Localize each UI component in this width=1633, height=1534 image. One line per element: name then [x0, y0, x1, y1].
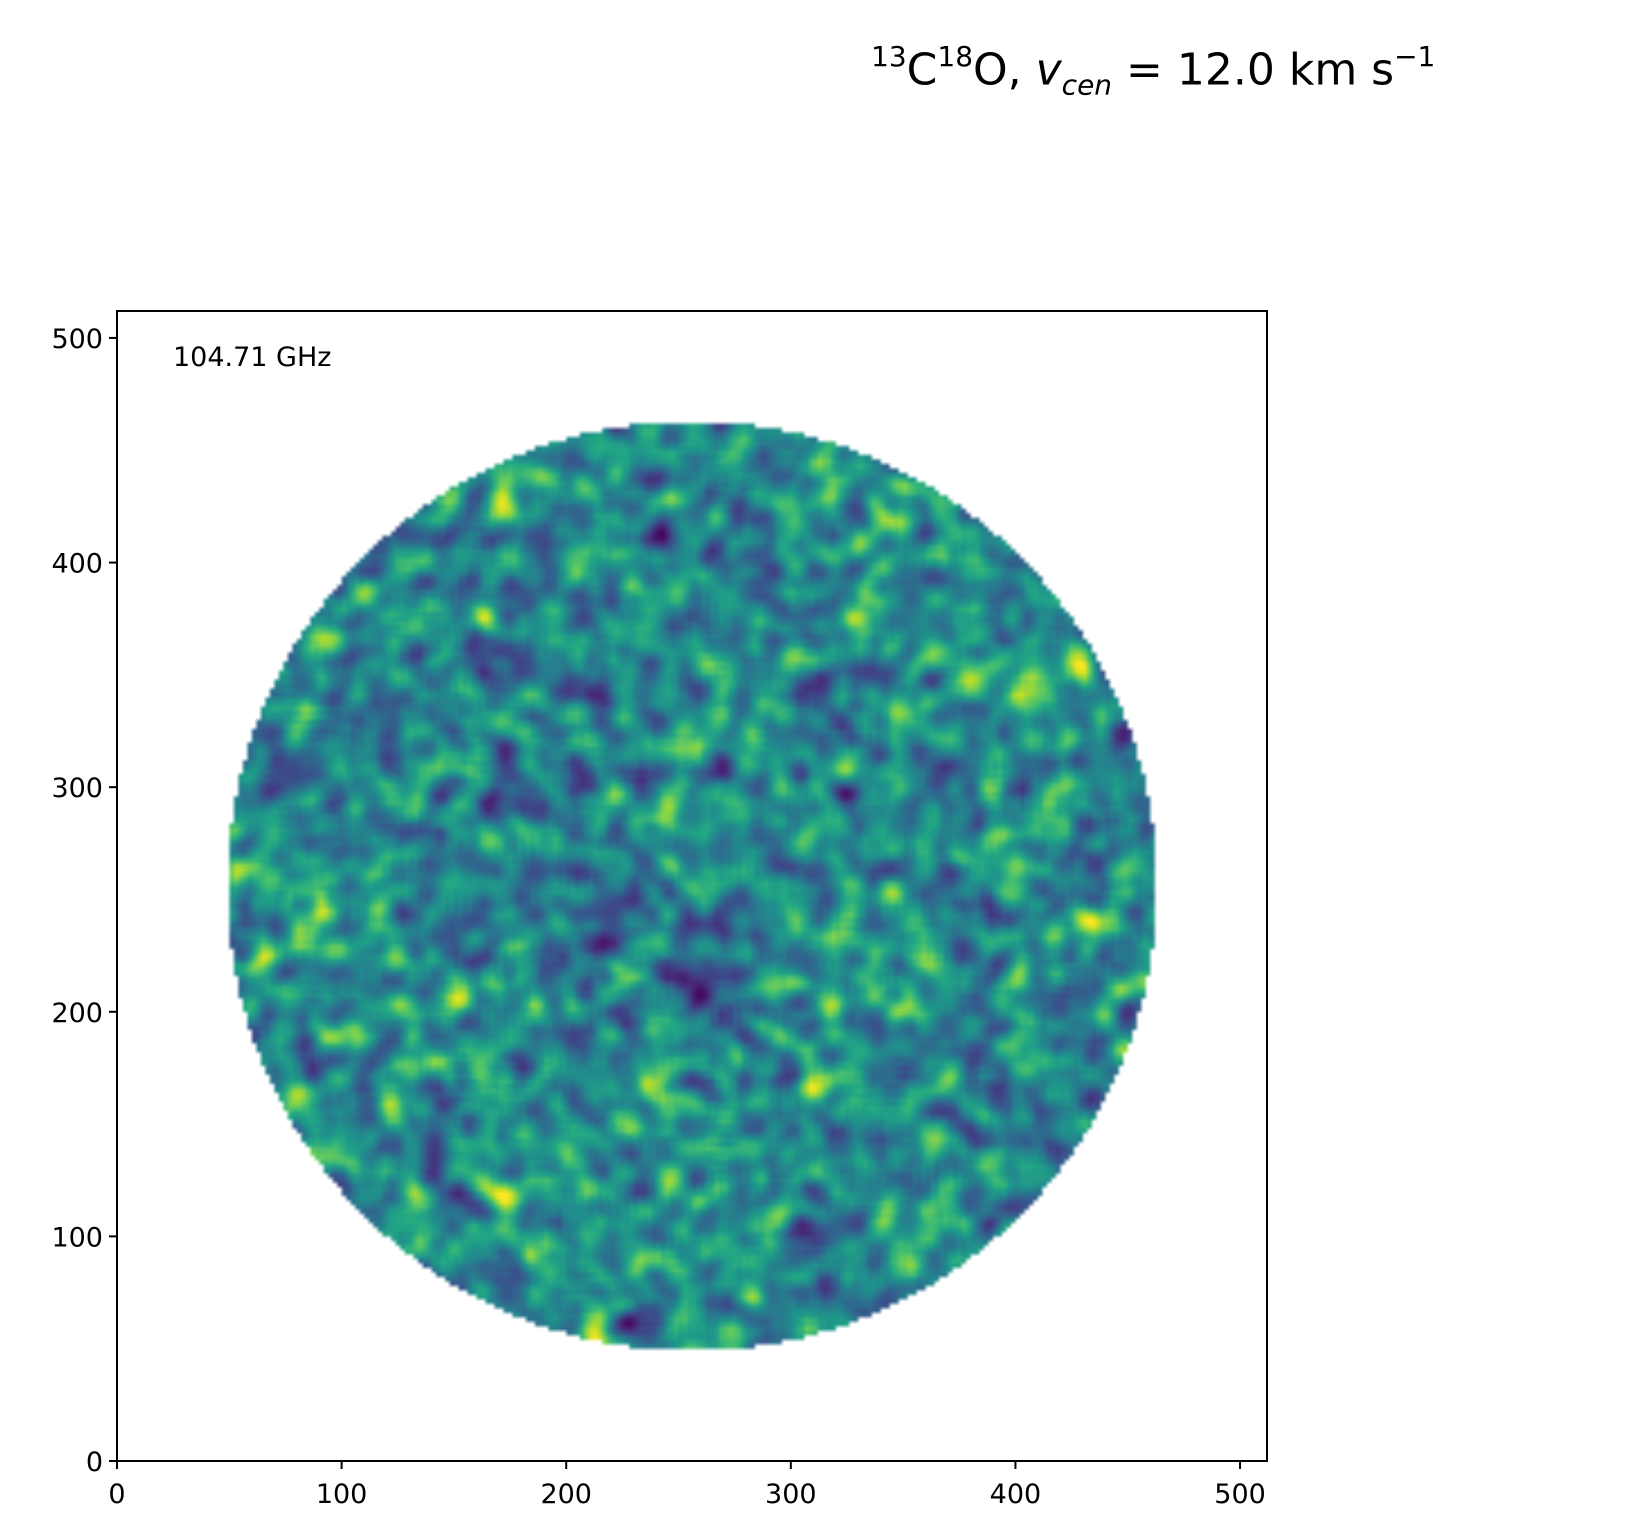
y-tick-label: 100 [51, 1222, 103, 1253]
heatmap-image [117, 311, 1267, 1461]
figure-title: 13C18O, vcen = 12.0 km s−1 [871, 40, 1436, 102]
x-tick-label: 0 [108, 1479, 125, 1510]
x-tick-label: 300 [765, 1479, 817, 1510]
y-tick-label: 0 [86, 1447, 103, 1478]
y-tick-label: 300 [51, 773, 103, 804]
y-tick-label: 500 [51, 324, 103, 355]
x-tick-label: 100 [316, 1479, 368, 1510]
y-axis: 0 100 200 300 400 500 [51, 324, 117, 1478]
x-tick-label: 200 [540, 1479, 592, 1510]
x-tick-label: 400 [990, 1479, 1042, 1510]
frequency-annotation: 104.71 GHz [173, 342, 331, 373]
y-tick-label: 400 [51, 549, 103, 580]
heatmap-raster [117, 311, 1267, 1461]
x-tick-label: 500 [1214, 1479, 1266, 1510]
x-axis: 0 100 200 300 400 500 [108, 1461, 1266, 1510]
y-tick-label: 200 [51, 998, 103, 1029]
axes-frame [116, 310, 1268, 1462]
